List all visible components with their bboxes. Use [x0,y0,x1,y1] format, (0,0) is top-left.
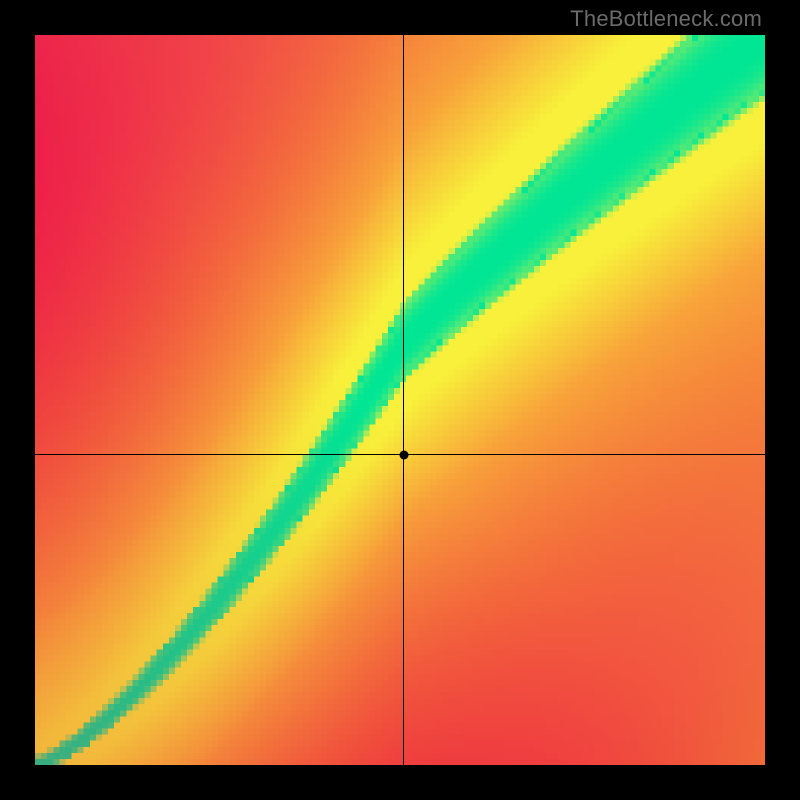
heatmap-plot [35,35,765,765]
crosshair-vertical [403,35,404,765]
crosshair-marker [399,450,408,459]
watermark-text: TheBottleneck.com [570,6,762,32]
heatmap-canvas [35,35,765,765]
chart-outer: TheBottleneck.com [0,0,800,800]
